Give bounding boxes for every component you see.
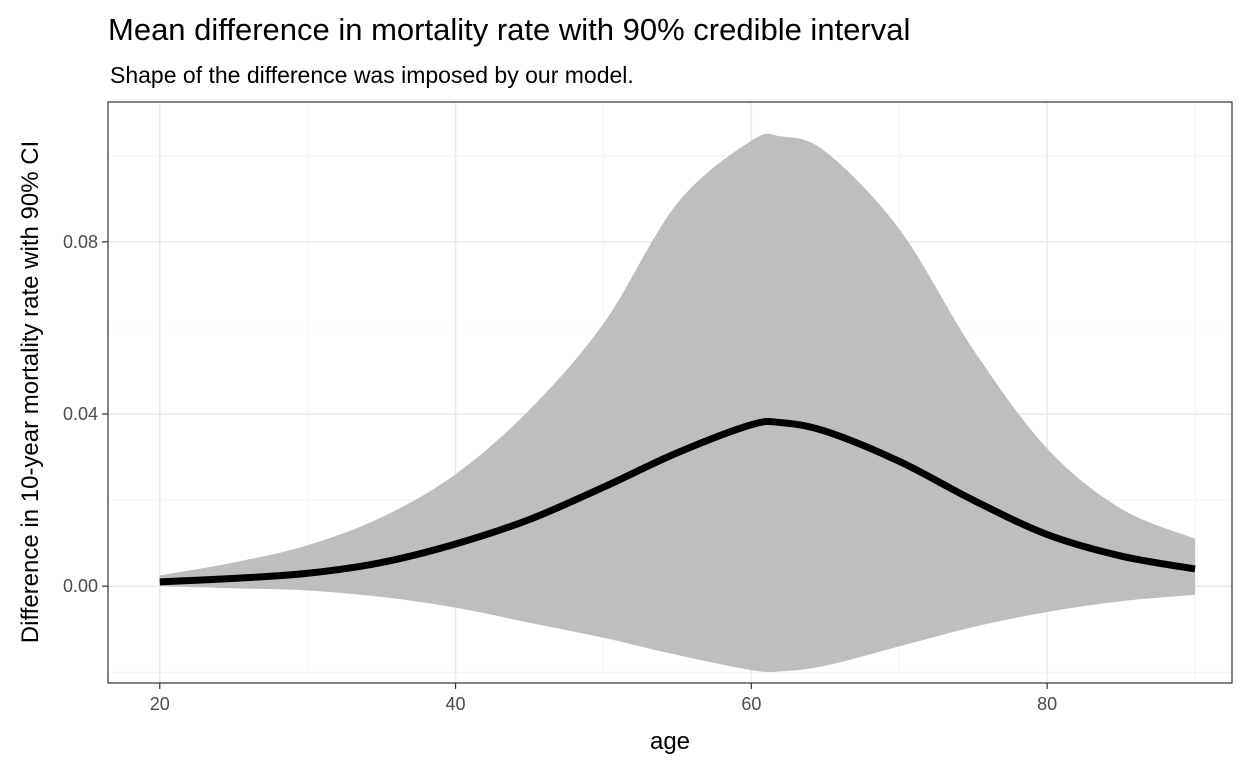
chart-title: Mean difference in mortality rate with 9… xyxy=(108,12,910,47)
y-axis: 0.00 0.04 0.08 xyxy=(63,232,108,596)
x-tick-label: 80 xyxy=(1037,694,1057,714)
x-tick-label: 40 xyxy=(446,694,466,714)
credible-interval-band xyxy=(159,133,1196,673)
chart-subtitle: Shape of the difference was imposed by o… xyxy=(110,62,634,88)
panel-border xyxy=(107,101,1233,684)
x-tick-label: 60 xyxy=(741,694,761,714)
x-tick-label: 20 xyxy=(150,694,170,714)
y-tick-label: 0.00 xyxy=(63,576,98,596)
y-axis-title: Difference in 10-year mortality rate wit… xyxy=(17,141,44,643)
plot-panel xyxy=(107,101,1233,684)
x-axis-title: age xyxy=(650,728,690,755)
y-tick-label: 0.04 xyxy=(63,404,98,424)
y-tick-label: 0.08 xyxy=(63,232,98,252)
mean-difference-line xyxy=(159,417,1196,586)
x-axis: 20 40 60 80 xyxy=(150,683,1057,714)
